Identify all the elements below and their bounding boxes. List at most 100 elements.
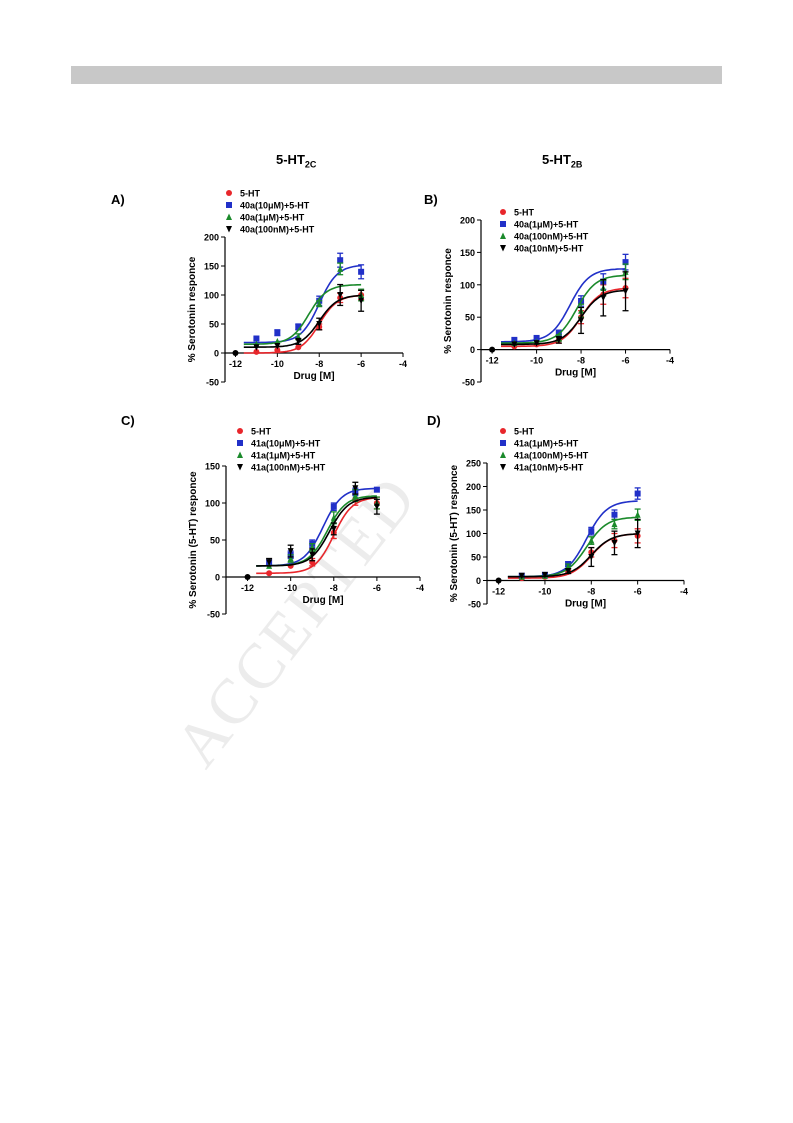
- data-point: [287, 548, 294, 555]
- series-0: 5-HT: [237, 427, 380, 577]
- x-tick-label: -6: [622, 356, 630, 366]
- legend-label: 40a(100nM)+5-HT: [240, 225, 315, 235]
- column-title-left-main: 5-HT: [276, 152, 305, 167]
- x-axis-label: Drug [M]: [565, 599, 606, 610]
- data-point: [358, 297, 365, 305]
- data-point: [330, 525, 337, 533]
- series-3: 41a(10nM)+5-HT: [500, 463, 641, 580]
- series-3: 40a(10nM)+5-HT: [500, 244, 629, 348]
- data-point: [253, 348, 260, 355]
- data-point: [578, 317, 585, 324]
- data-point-baseline: [489, 346, 496, 353]
- x-tick-label: -4: [680, 587, 688, 597]
- header-bar: [71, 66, 722, 84]
- data-point: [634, 530, 641, 537]
- data-point: [588, 537, 595, 544]
- legend-marker: [500, 232, 506, 239]
- y-tick-label: 150: [204, 262, 219, 272]
- data-point: [373, 486, 380, 493]
- legend-label: 5-HT: [251, 427, 272, 437]
- legend-label: 41a(10nM)+5-HT: [514, 463, 584, 473]
- series-3: 40a(100nM)+5-HT: [226, 225, 365, 351]
- legend-label: 41a(100nM)+5-HT: [514, 451, 589, 461]
- legend-label: 40a(1μM)+5-HT: [240, 213, 305, 223]
- y-tick-label: 100: [466, 529, 481, 539]
- x-tick-label: -12: [492, 587, 505, 597]
- x-tick-label: -6: [634, 587, 642, 597]
- y-tick-label: 50: [471, 553, 481, 563]
- y-tick-label: 200: [204, 233, 219, 243]
- y-tick-label: 0: [214, 349, 219, 359]
- data-point: [541, 571, 548, 579]
- x-tick-label: -8: [587, 587, 595, 597]
- data-point: [555, 336, 562, 344]
- x-tick-label: -6: [373, 583, 381, 593]
- data-point: [565, 568, 572, 575]
- y-tick-label: 150: [460, 248, 475, 258]
- fit-curve: [243, 264, 362, 344]
- data-point: [266, 570, 273, 577]
- data-point: [511, 341, 518, 348]
- data-point: [337, 257, 344, 264]
- x-tick-label: -4: [416, 583, 424, 593]
- series-3: 41a(100nM)+5-HT: [237, 463, 380, 567]
- legend-marker: [500, 464, 506, 471]
- data-point: [337, 292, 344, 299]
- data-point: [274, 347, 281, 354]
- y-tick-label: 0: [476, 576, 481, 586]
- x-tick-label: -8: [315, 359, 323, 369]
- panel-letter-b: B): [424, 192, 438, 207]
- chart-panel: -50 0 50 100 150 200 -12 -10 -8 -6 -4 Drug [M] % Ser…: [443, 208, 674, 388]
- legend-marker: [500, 440, 506, 446]
- legend-label: 40a(10nM)+5-HT: [514, 244, 584, 254]
- legend-marker: [500, 245, 506, 252]
- legend-marker: [500, 428, 506, 434]
- x-tick-label: -10: [538, 587, 551, 597]
- legend-label: 5-HT: [514, 208, 535, 218]
- x-tick-label: -10: [284, 583, 297, 593]
- y-tick-label: 150: [205, 462, 220, 472]
- data-point: [330, 503, 337, 510]
- panel-letter-c: C): [121, 413, 135, 428]
- data-point: [622, 259, 629, 266]
- legend-marker: [226, 190, 232, 196]
- y-tick-label: -50: [206, 378, 219, 388]
- panel-letter-a: A): [111, 192, 125, 207]
- chart-panel: -50 0 50 100 150 200 -12 -10 -8 -6 -4 Drug [M] % Ser…: [187, 189, 407, 388]
- data-point: [373, 503, 380, 511]
- data-point: [352, 492, 359, 499]
- x-tick-label: -12: [229, 359, 242, 369]
- legend-marker: [226, 213, 232, 220]
- y-tick-label: 200: [466, 482, 481, 492]
- data-point: [622, 288, 629, 295]
- data-point: [588, 528, 595, 535]
- legend-marker: [500, 451, 506, 458]
- y-tick-label: 100: [204, 291, 219, 301]
- legend-marker: [226, 202, 232, 208]
- column-title-left-sub: 2C: [304, 159, 317, 170]
- fit-curve: [501, 268, 626, 343]
- fit-curve: [507, 516, 638, 578]
- y-tick-label: 0: [470, 345, 475, 355]
- fit-curve: [256, 495, 377, 567]
- data-point: [533, 340, 540, 347]
- legend-label: 40a(100nM)+5-HT: [514, 232, 589, 242]
- data-point: [358, 268, 365, 275]
- legend-marker: [226, 226, 232, 233]
- y-axis-label: % Serotonin responce: [443, 248, 454, 354]
- legend-label: 41a(100nM)+5-HT: [251, 463, 326, 473]
- x-tick-label: -10: [530, 356, 543, 366]
- y-axis-label: % Serotonin responce: [187, 256, 198, 362]
- y-tick-label: -50: [468, 600, 481, 610]
- legend-label: 5-HT: [240, 189, 261, 199]
- chart-panel: -50 0 50 100 150 200 250 -12 -10 -8 -6 -4 Drug [M] % …: [449, 427, 688, 610]
- data-point-baseline: [495, 577, 502, 584]
- x-axis-label: Drug [M]: [302, 595, 343, 606]
- y-tick-label: 50: [465, 313, 475, 323]
- data-point: [533, 334, 540, 341]
- x-axis-label: Drug [M]: [555, 368, 596, 379]
- y-axis-label: % Serotonin (5-HT) responce: [449, 464, 460, 602]
- data-point: [274, 337, 281, 345]
- x-tick-label: -4: [399, 359, 407, 369]
- x-tick-label: -12: [241, 583, 254, 593]
